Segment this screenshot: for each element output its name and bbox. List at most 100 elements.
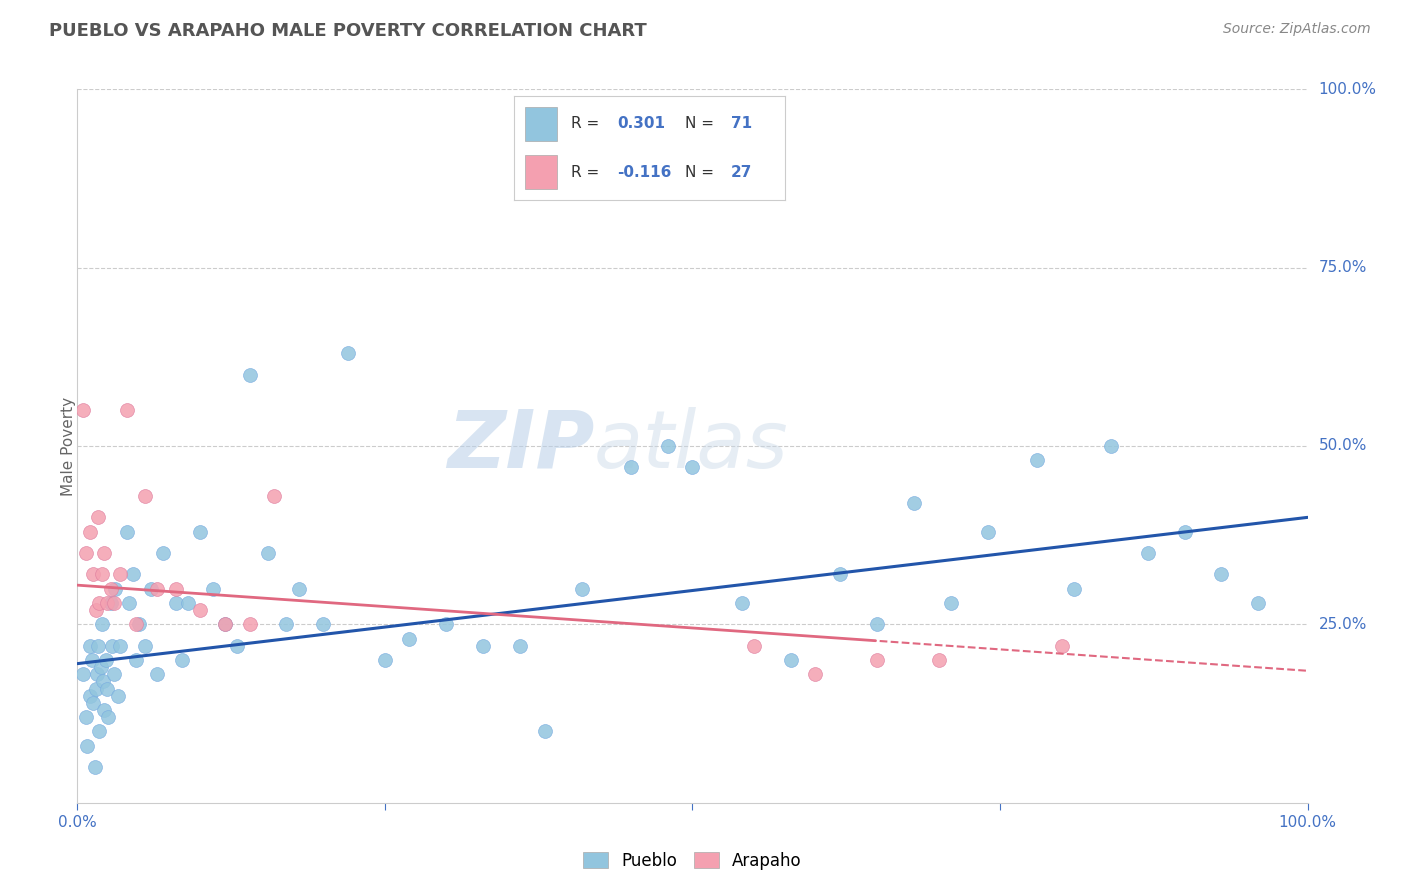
Point xyxy=(125,653,148,667)
Point xyxy=(75,546,97,560)
Point xyxy=(1174,524,1197,539)
Point xyxy=(374,653,396,667)
Point xyxy=(79,524,101,539)
Point xyxy=(188,603,212,617)
Point xyxy=(780,653,803,667)
Point xyxy=(830,567,852,582)
Point xyxy=(94,653,117,667)
Point xyxy=(312,617,335,632)
Point xyxy=(534,724,557,739)
Point xyxy=(110,639,132,653)
Point xyxy=(201,582,224,596)
Point xyxy=(76,739,98,753)
Point xyxy=(1099,439,1122,453)
Point xyxy=(146,582,169,596)
Text: Source: ZipAtlas.com: Source: ZipAtlas.com xyxy=(1223,22,1371,37)
Point xyxy=(1026,453,1049,467)
Point xyxy=(91,674,114,689)
Point xyxy=(620,460,643,475)
Point xyxy=(115,524,138,539)
Point xyxy=(101,639,124,653)
Point xyxy=(263,489,285,503)
Point xyxy=(1211,567,1233,582)
Point xyxy=(804,667,827,681)
Point xyxy=(107,689,129,703)
Point xyxy=(152,546,174,560)
Point xyxy=(436,617,458,632)
Point xyxy=(1136,546,1159,560)
Point xyxy=(509,639,531,653)
Point xyxy=(82,567,104,582)
Point xyxy=(731,596,754,610)
Point xyxy=(571,582,593,596)
Legend: Pueblo, Arapaho: Pueblo, Arapaho xyxy=(576,846,808,877)
Point xyxy=(1050,639,1073,653)
Point xyxy=(682,460,704,475)
Point xyxy=(134,489,156,503)
Y-axis label: Male Poverty: Male Poverty xyxy=(62,396,76,496)
Text: atlas: atlas xyxy=(595,407,789,485)
Point xyxy=(87,510,110,524)
Point xyxy=(866,653,889,667)
Point xyxy=(90,617,114,632)
Point xyxy=(170,653,193,667)
Point xyxy=(977,524,1000,539)
Point xyxy=(146,667,169,681)
Point xyxy=(104,582,127,596)
Point xyxy=(939,596,962,610)
Point xyxy=(89,596,111,610)
Point xyxy=(134,639,156,653)
Point xyxy=(177,596,200,610)
Point xyxy=(125,617,148,632)
Point xyxy=(100,596,122,610)
Point xyxy=(103,667,125,681)
Point xyxy=(214,617,236,632)
Point xyxy=(118,596,141,610)
Point xyxy=(214,617,236,632)
Point xyxy=(257,546,280,560)
Point xyxy=(96,681,118,696)
Text: ZIP: ZIP xyxy=(447,407,595,485)
Point xyxy=(657,439,679,453)
Point xyxy=(276,617,298,632)
Point xyxy=(100,582,122,596)
Point xyxy=(288,582,311,596)
Point xyxy=(928,653,950,667)
Point xyxy=(165,596,187,610)
Point xyxy=(83,760,105,774)
Point xyxy=(337,346,360,360)
Point xyxy=(121,567,143,582)
Point xyxy=(89,724,111,739)
Point xyxy=(903,496,925,510)
Point xyxy=(87,639,110,653)
Text: 75.0%: 75.0% xyxy=(1319,260,1367,275)
Point xyxy=(239,617,262,632)
Point xyxy=(96,596,118,610)
Point xyxy=(75,710,97,724)
Point xyxy=(103,596,125,610)
Text: 50.0%: 50.0% xyxy=(1319,439,1367,453)
Point xyxy=(866,617,889,632)
Point xyxy=(1247,596,1270,610)
Point xyxy=(72,667,94,681)
Point xyxy=(239,368,262,382)
Point xyxy=(79,689,101,703)
Point xyxy=(165,582,187,596)
Point xyxy=(90,567,114,582)
Point xyxy=(86,667,108,681)
Point xyxy=(472,639,495,653)
Point xyxy=(115,403,138,417)
Point xyxy=(1063,582,1085,596)
Point xyxy=(742,639,765,653)
Point xyxy=(93,703,115,717)
Point xyxy=(97,710,120,724)
Point xyxy=(110,567,132,582)
Point xyxy=(82,696,104,710)
Text: PUEBLO VS ARAPAHO MALE POVERTY CORRELATION CHART: PUEBLO VS ARAPAHO MALE POVERTY CORRELATI… xyxy=(49,22,647,40)
Point xyxy=(84,603,107,617)
Point xyxy=(82,653,104,667)
Point xyxy=(226,639,249,653)
Point xyxy=(79,639,101,653)
Text: 25.0%: 25.0% xyxy=(1319,617,1367,632)
Point xyxy=(398,632,420,646)
